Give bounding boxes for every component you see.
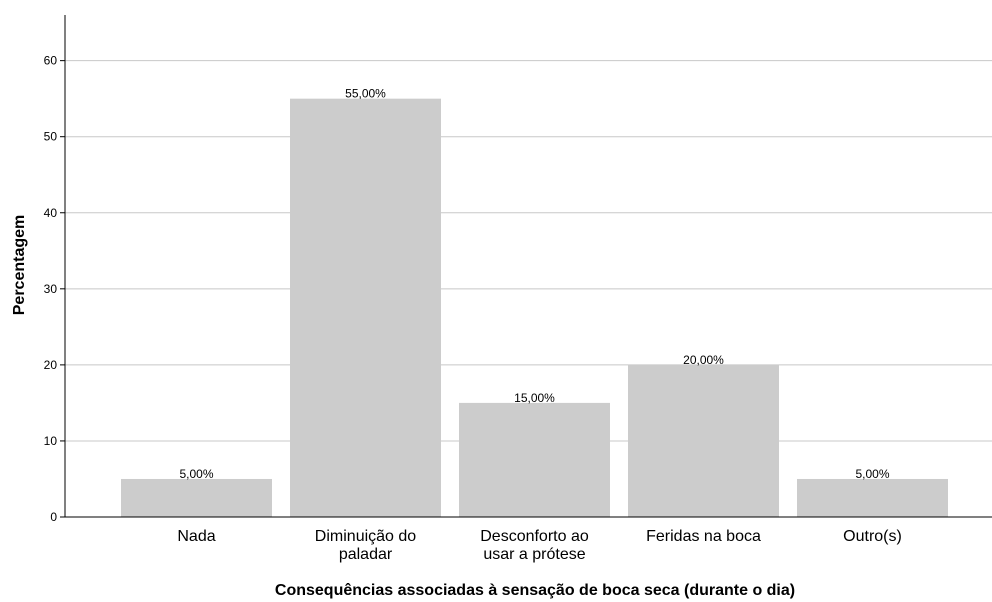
data-labels: 5,00% 55,00% 15,00% 20,00% 5,00% — [179, 87, 889, 481]
bar-4 — [628, 364, 779, 517]
y-tick-label-40: 40 — [44, 206, 58, 220]
bar-5 — [797, 478, 948, 517]
y-tick-label-20: 20 — [44, 358, 58, 372]
bar-1 — [121, 478, 272, 517]
data-label-1: 5,00% — [179, 467, 213, 481]
data-label-5: 5,00% — [855, 467, 889, 481]
data-label-2: 55,00% — [345, 87, 386, 101]
data-label-3: 15,00% — [514, 391, 555, 405]
y-tick-label-0: 0 — [50, 510, 57, 524]
y-tick-label-60: 60 — [44, 54, 58, 68]
bars — [121, 98, 948, 518]
x-category-labels: Nada Diminuição do paladar Desconforto ao us… — [177, 528, 901, 563]
axes — [60, 15, 992, 518]
y-tick-labels: 0 10 20 30 40 50 60 — [44, 54, 58, 524]
x-category-label-1: Nada — [177, 528, 215, 545]
x-category-label-3: Desconforto ao usar a prótese — [480, 528, 589, 563]
y-tick-label-30: 30 — [44, 282, 58, 296]
y-axis-title: Percentagem — [11, 215, 28, 316]
x-axis-title: Consequências associadas à sensação de b… — [275, 582, 795, 599]
x-category-label-5: Outro(s) — [843, 528, 902, 545]
data-label-4: 20,00% — [683, 353, 724, 367]
y-tick-label-50: 50 — [44, 130, 58, 144]
bar-3 — [459, 402, 610, 517]
y-tick-label-10: 10 — [44, 434, 58, 448]
bar-2 — [290, 98, 441, 518]
x-category-label-2: Diminuição do paladar — [315, 528, 416, 563]
gridlines — [65, 60, 992, 442]
x-category-label-4: Feridas na boca — [646, 528, 761, 545]
